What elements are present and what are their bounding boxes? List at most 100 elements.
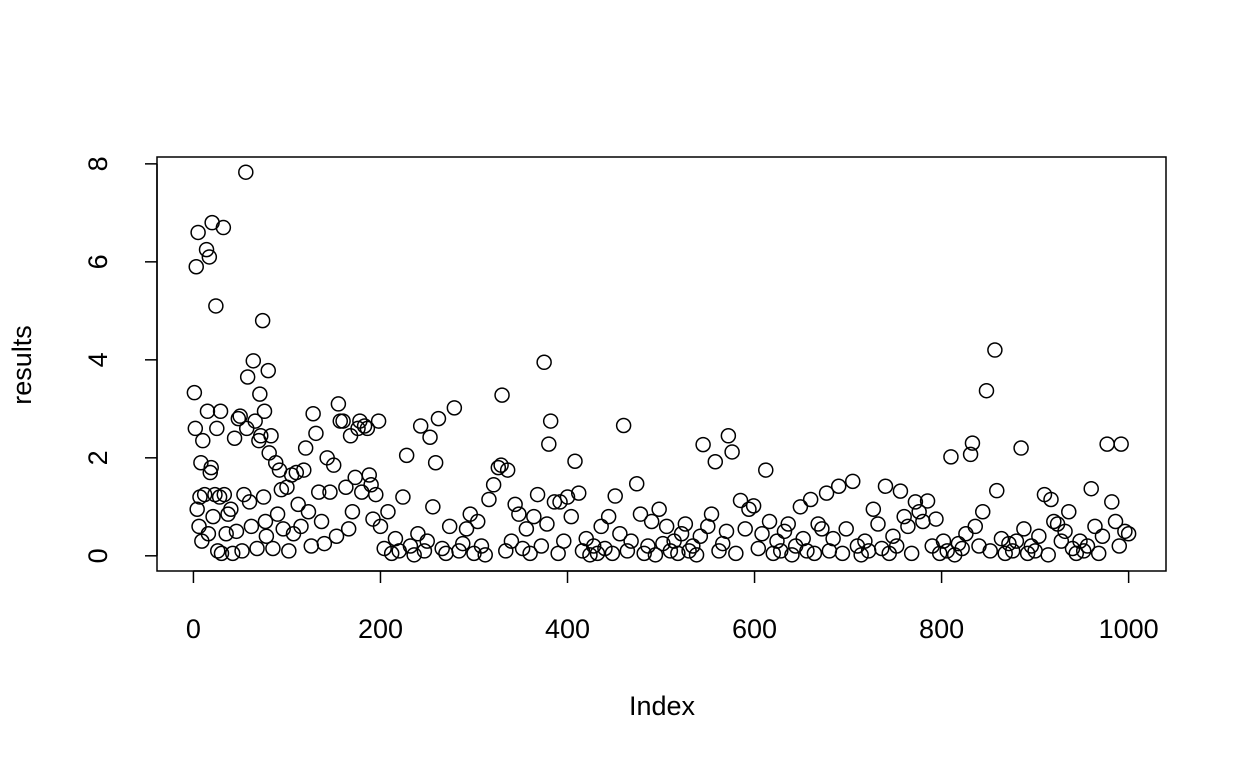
point (997, 545, 1013, 562)
point (915, 513, 931, 530)
point (253, 428, 269, 444)
point (416, 543, 433, 559)
point (780, 516, 796, 532)
point (380, 503, 396, 520)
y-tick-label: 2 (83, 450, 113, 465)
point (1090, 545, 1107, 562)
point (490, 459, 507, 476)
point (263, 428, 279, 444)
point (1072, 533, 1088, 549)
point (234, 543, 250, 559)
point (354, 484, 370, 500)
x-tick-label: 1000 (1099, 614, 1159, 644)
point (187, 420, 204, 437)
point (494, 387, 510, 403)
x-tick-label: 400 (545, 614, 590, 644)
point (830, 478, 847, 494)
point (954, 540, 970, 557)
point (188, 258, 204, 275)
point (350, 420, 366, 437)
point (885, 528, 901, 544)
point (539, 516, 555, 532)
point (615, 417, 632, 434)
point (422, 429, 438, 445)
point (1087, 518, 1103, 535)
point (761, 513, 778, 530)
point (239, 369, 256, 385)
point (1117, 523, 1133, 540)
point (458, 521, 475, 537)
point (681, 543, 697, 559)
point (485, 477, 502, 493)
point (844, 473, 861, 490)
point (249, 540, 265, 557)
point (1111, 538, 1128, 554)
point (688, 547, 705, 563)
point (857, 533, 873, 549)
point (533, 538, 550, 554)
point (202, 464, 219, 481)
point (928, 511, 944, 527)
point (226, 430, 243, 446)
point (383, 545, 400, 562)
point (802, 491, 819, 508)
y-tick-label: 8 (83, 156, 113, 171)
point (481, 491, 497, 508)
point (230, 410, 247, 427)
point (892, 483, 909, 499)
point (810, 516, 826, 532)
y-tick-label: 4 (83, 352, 113, 367)
point (473, 538, 490, 554)
point (541, 436, 557, 452)
point (600, 508, 617, 525)
point (750, 540, 767, 557)
point (711, 543, 727, 559)
point (1057, 523, 1073, 540)
x-tick-label: 800 (919, 614, 964, 644)
point (269, 506, 286, 522)
point (593, 518, 609, 535)
point (1004, 543, 1021, 559)
point (707, 453, 724, 470)
point (410, 526, 426, 542)
point (1040, 547, 1056, 563)
point (643, 513, 660, 530)
point (935, 533, 952, 549)
point (1083, 480, 1099, 497)
point (300, 503, 317, 520)
point (1043, 491, 1059, 508)
point (216, 486, 233, 503)
point (792, 499, 809, 515)
point (612, 526, 628, 542)
point (967, 518, 984, 535)
point (1104, 494, 1120, 510)
point (514, 540, 531, 557)
point (224, 545, 241, 562)
point (186, 384, 203, 401)
point (896, 508, 912, 525)
point (950, 535, 967, 552)
point (522, 545, 538, 562)
point (359, 420, 376, 437)
point (737, 521, 753, 537)
point (297, 440, 314, 456)
point (903, 545, 920, 562)
point (542, 413, 559, 429)
point (1079, 538, 1096, 554)
point (1046, 513, 1062, 530)
point (877, 478, 894, 494)
point (873, 540, 890, 557)
x-tick-label: 0 (186, 614, 201, 644)
point (870, 516, 886, 532)
point (632, 506, 649, 522)
point (427, 454, 444, 471)
point (340, 521, 357, 537)
point (865, 501, 882, 518)
point (552, 494, 568, 510)
point (720, 428, 737, 444)
point (1016, 521, 1032, 537)
point (469, 513, 486, 530)
plot-box (156, 156, 1167, 572)
point (563, 508, 580, 525)
point (989, 482, 1005, 499)
